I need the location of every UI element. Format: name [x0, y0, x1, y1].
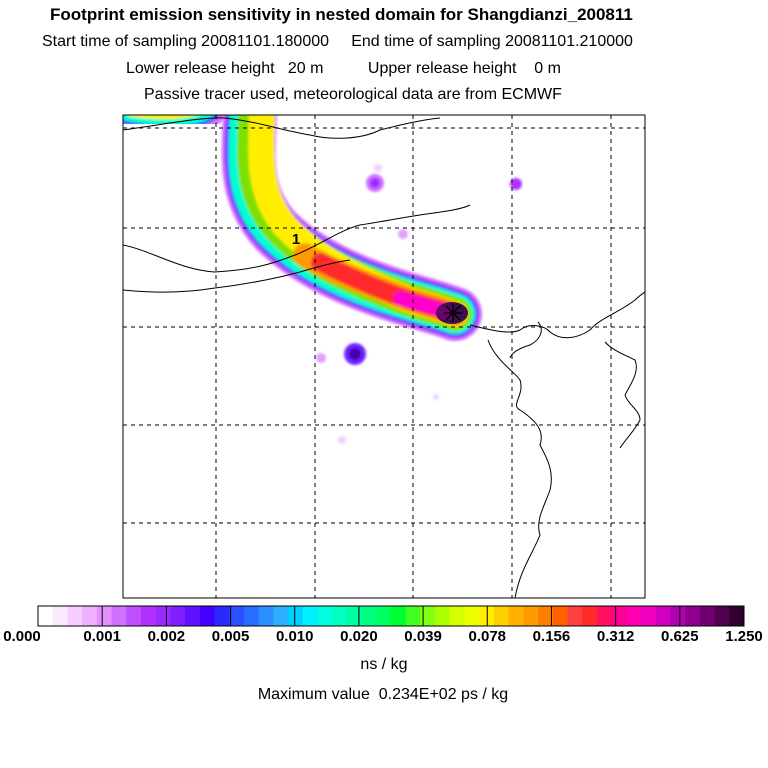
colorbar-swatch: [229, 606, 245, 626]
blob-4: [316, 353, 326, 363]
colorbar-swatch: [567, 606, 583, 626]
colorbar-swatch: [288, 606, 304, 626]
colorbar-swatch: [214, 606, 230, 626]
max-value-text: Maximum value 0.234E+02 ps / kg: [257, 686, 509, 703]
blob-6: [338, 436, 346, 444]
map-frame: [122, 114, 646, 599]
colorbar-swatch: [493, 606, 510, 626]
colorbar-tick-label: 0.001: [83, 628, 121, 645]
colorbar-tick-label: 0.312: [596, 628, 635, 645]
colorbar-tick-label: 0.002: [147, 628, 186, 645]
receptor-marker: [444, 304, 462, 322]
colorbar-swatch: [376, 606, 392, 626]
colorbar-swatch: [140, 606, 157, 626]
colorbar-swatch: [52, 606, 68, 626]
colorbar: [37, 605, 745, 627]
colorbar-swatch: [729, 606, 745, 626]
blob-7: [433, 394, 439, 400]
colorbar-swatch: [405, 606, 421, 626]
receptor-marker-line-d2: [445, 305, 461, 321]
colorbar-swatch: [523, 606, 539, 626]
branch-band-yellow: [128, 115, 198, 120]
blob-2-inner: [349, 348, 361, 360]
colorbar-swatch: [582, 606, 598, 626]
colorbar-swatch: [273, 606, 289, 626]
colorbar-swatch: [435, 606, 451, 626]
colorbar-tick-label: 0.020: [340, 628, 378, 645]
coast-inlet: [509, 321, 542, 359]
colorbar-tick-label: 0.078: [468, 628, 507, 645]
colorbar-swatch: [302, 606, 318, 626]
colorbar-swatch: [199, 606, 215, 626]
colorbar-swatch: [670, 606, 686, 626]
colorbar-swatch: [449, 606, 466, 626]
blob-1-inner: [370, 178, 380, 188]
colorbar-tick-label: 0.000: [3, 628, 41, 645]
colorbar-swatch: [714, 606, 730, 626]
colorbar-tick-label: 0.005: [211, 628, 250, 645]
coast-liaodong: [604, 341, 641, 449]
colorbar-swatch: [420, 606, 436, 626]
blob-8: [374, 164, 382, 172]
colorbar-swatch: [596, 606, 613, 626]
colorbar-swatch: [96, 606, 113, 626]
colorbar-swatch: [685, 606, 701, 626]
blob-3: [510, 178, 522, 190]
colorbar-border: [37, 605, 745, 627]
plume-layer: 1: [123, 115, 645, 598]
colorbar-swatch: [82, 606, 98, 626]
colorbar-swatch: [185, 606, 201, 626]
colorbar-tick-label: 0.010: [275, 628, 314, 645]
colorbar-swatch: [243, 606, 260, 626]
colorbar-swatch: [508, 606, 524, 626]
map-background: [123, 115, 645, 598]
chart-title: Footprint emission sensitivity in nested…: [50, 5, 633, 24]
colorbar-swatch: [170, 606, 186, 626]
colorbar-swatch: [626, 606, 642, 626]
colorbar-tick-label: 0.039: [404, 628, 442, 645]
colorbar-swatch: [111, 606, 127, 626]
colorbar-swatch: [552, 606, 568, 626]
colorbar-tick-label: 1.250: [725, 628, 763, 645]
colorbar-tick-label: 0.156: [532, 628, 571, 645]
colorbar-swatch: [317, 606, 333, 626]
colorbar-swatch: [361, 606, 377, 626]
colorbar-units: ns / kg: [360, 656, 408, 673]
colorbar-swatch: [258, 606, 274, 626]
colorbar-swatch: [538, 606, 554, 626]
colorbar-swatch: [464, 606, 480, 626]
release-height-line: Lower release height 20 m Upper release …: [126, 60, 561, 77]
release-label: 1: [292, 231, 300, 248]
colorbar-swatch: [699, 606, 716, 626]
colorbar-swatch: [391, 606, 407, 626]
sampling-time-line: Start time of sampling 20081101.180000 E…: [42, 33, 633, 50]
tracer-info-line: Passive tracer used, meteorological data…: [144, 86, 562, 103]
colorbar-swatch: [38, 606, 54, 626]
colorbar-swatch: [655, 606, 671, 626]
colorbar-swatch: [332, 606, 348, 626]
border-line-south: [123, 259, 351, 293]
colorbar-swatch: [611, 606, 627, 626]
colorbar-swatch: [126, 606, 142, 626]
colorbar-swatch: [67, 606, 83, 626]
colorbar-swatch: [641, 606, 657, 626]
graticule: [123, 115, 645, 598]
colorbar-swatch: [346, 606, 363, 626]
blob-5: [398, 229, 408, 239]
coast-shandong: [487, 339, 552, 598]
colorbar-tick-label: 0.625: [661, 628, 699, 645]
coast-bohai: [469, 291, 645, 339]
colorbar-swatch: [155, 606, 171, 626]
